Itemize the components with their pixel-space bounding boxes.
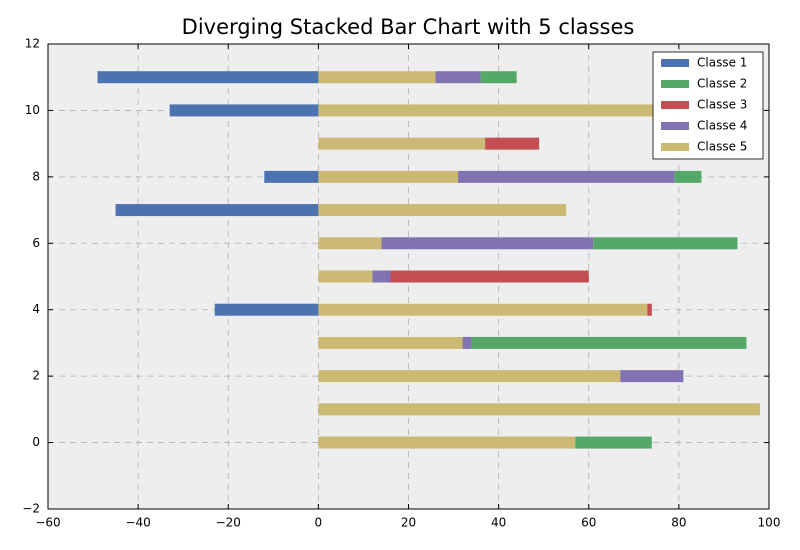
- x-tick-label: 40: [491, 516, 506, 530]
- legend-label: Classe 1: [697, 56, 747, 70]
- bar-segment: [575, 436, 652, 449]
- y-tick-label: 8: [32, 169, 40, 183]
- bar-segment: [214, 303, 319, 316]
- x-tick-label: 20: [401, 516, 416, 530]
- y-tick-label: −2: [22, 502, 40, 516]
- x-tick-label: −60: [35, 516, 60, 530]
- bar-segment: [318, 71, 436, 84]
- chart-title: Diverging Stacked Bar Chart with 5 class…: [182, 15, 635, 39]
- legend-label: Classe 3: [697, 98, 747, 112]
- legend-label: Classe 5: [697, 140, 747, 154]
- legend-swatch: [661, 80, 689, 88]
- x-tick-label: −40: [125, 516, 150, 530]
- bar-segment: [318, 370, 621, 383]
- y-tick-label: 4: [32, 302, 40, 316]
- legend-swatch: [661, 101, 689, 109]
- bar-segment: [480, 71, 517, 84]
- legend-label: Classe 4: [697, 119, 747, 133]
- y-tick-label: 2: [32, 369, 40, 383]
- legend: Classe 1 Classe 2 Classe 3 Classe 4 Classe 5: [652, 51, 764, 160]
- x-tick-label: 0: [315, 516, 323, 530]
- bar-segment: [318, 170, 459, 183]
- bar-segment: [381, 237, 594, 250]
- y-tick-label: 10: [25, 103, 40, 117]
- bar-segment: [318, 403, 760, 416]
- y-tick-label: 12: [25, 37, 40, 51]
- bar-segment: [318, 270, 373, 283]
- bar-segment: [620, 370, 684, 383]
- bar-segment: [458, 170, 675, 183]
- bar-segment: [471, 336, 747, 349]
- legend-swatch: [661, 122, 689, 130]
- bar-segment: [485, 137, 540, 150]
- x-tick-label: 60: [581, 516, 596, 530]
- bar-segment: [390, 270, 589, 283]
- y-tick-label: 0: [32, 435, 40, 449]
- bar-segment: [674, 170, 702, 183]
- bar-segment: [318, 336, 463, 349]
- bar-segment: [318, 303, 648, 316]
- x-tick-label: −20: [216, 516, 241, 530]
- bar-segment: [97, 71, 319, 84]
- legend-label: Classe 2: [697, 77, 747, 91]
- bar-segment: [318, 204, 567, 217]
- bar-segment: [435, 71, 481, 84]
- y-tick-label: 6: [32, 236, 40, 250]
- x-tick-label: 100: [758, 516, 781, 530]
- legend-swatch: [661, 143, 689, 151]
- bar-segment: [593, 237, 738, 250]
- bar-segment: [169, 104, 319, 117]
- bar-segment: [318, 137, 486, 150]
- bar-segment: [372, 270, 391, 283]
- bars: [97, 71, 760, 449]
- bar-segment: [264, 170, 319, 183]
- bar-segment: [318, 237, 382, 250]
- bar-segment: [115, 204, 319, 217]
- legend-swatch: [661, 59, 689, 67]
- bar-segment: [647, 303, 652, 316]
- bar-segment: [318, 104, 679, 117]
- x-tick-label: 80: [671, 516, 686, 530]
- bar-segment: [462, 336, 472, 349]
- bar-segment: [318, 436, 576, 449]
